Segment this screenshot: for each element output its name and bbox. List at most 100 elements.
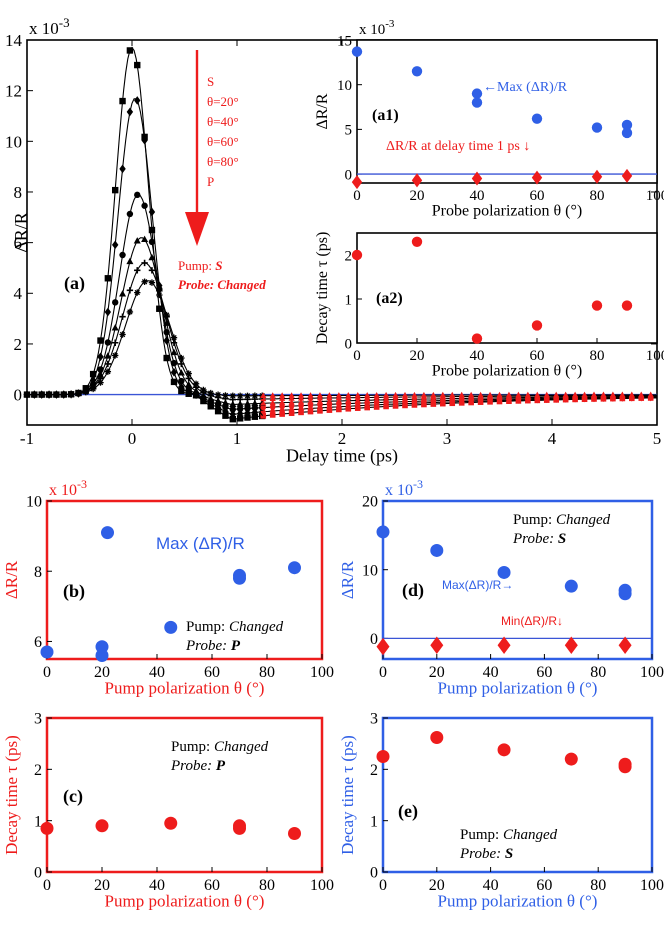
marker-a-5 xyxy=(97,379,104,386)
polarization-label: P xyxy=(207,174,214,189)
marker-red-a-3 xyxy=(288,398,295,405)
marker-red-a-5 xyxy=(449,391,456,398)
marker-a-2 xyxy=(236,405,244,413)
y-tick-label-a2: 2 xyxy=(345,248,353,264)
marker-red-a-3 xyxy=(345,397,352,403)
marker-red-a-1 xyxy=(269,407,276,415)
marker-a-3 xyxy=(243,400,252,407)
marker-a-5 xyxy=(207,389,214,397)
marker-red-a-5 xyxy=(647,391,654,398)
annotation-max-a1: ←Max (ΔR)/R xyxy=(483,80,568,95)
annotation-probe-key: Probe: xyxy=(512,531,558,547)
marker-red-a-3 xyxy=(354,397,361,403)
marker-red-a-5 xyxy=(619,391,626,398)
data-point-b xyxy=(233,568,246,582)
marker-a-5 xyxy=(38,391,45,398)
marker-a-2 xyxy=(119,251,126,259)
x-tick-label-d: 20 xyxy=(429,664,445,681)
exponent-label-d: x 10-3 xyxy=(385,477,423,499)
x-tick-label-e: 60 xyxy=(536,877,552,894)
marker-a-1 xyxy=(126,107,134,117)
marker-a-0 xyxy=(236,415,244,422)
data-point-c xyxy=(40,821,54,835)
polarization-label: θ=80° xyxy=(207,154,239,169)
marker-red-a-0 xyxy=(260,413,267,419)
marker-a-5 xyxy=(236,392,244,399)
y-tick-label-a1: 0 xyxy=(345,167,353,183)
x-tick-label-a: 5 xyxy=(653,429,662,448)
marker-a-3 xyxy=(229,400,237,408)
plot-frame-a1 xyxy=(356,39,658,184)
arrow-head xyxy=(185,212,209,246)
marker-red-a-3 xyxy=(335,397,342,404)
marker-a-4 xyxy=(141,259,148,267)
panel-a1: 0 20 40 60 80 100 0 5 10 15 Probe polarization θ (… xyxy=(314,18,664,219)
data-point-d xyxy=(430,636,444,655)
panel-a2: 0 20 40 60 80 100 0 1 2 Probe polarization θ (°) D… xyxy=(314,232,664,380)
marker-a-3 xyxy=(192,387,200,394)
marker-a-0 xyxy=(97,337,104,344)
marker-red-a-2 xyxy=(288,403,295,409)
marker-red-a-5 xyxy=(316,392,324,398)
marker-red-a-5 xyxy=(430,391,437,398)
marker-red-a-5 xyxy=(496,391,503,398)
annotation-pump-d: Pump: Changed xyxy=(513,512,611,528)
panel-label-a: (a) xyxy=(64,273,85,294)
marker-a-5 xyxy=(112,352,119,359)
series-line-a-2 xyxy=(27,193,657,410)
data-point-e xyxy=(430,731,444,745)
marker-a-3 xyxy=(148,253,156,261)
annotation-probe-b: Probe: P xyxy=(185,638,241,654)
marker-a-3 xyxy=(177,369,185,376)
y-tick-label-a: 14 xyxy=(5,31,23,50)
marker-red-a-5 xyxy=(269,392,276,398)
marker-red-a-5 xyxy=(638,391,645,398)
marker-a-1 xyxy=(97,352,104,362)
annotation-probe-c: Probe: P xyxy=(170,758,226,774)
annotation-probe-a: Probe: Changed xyxy=(178,277,266,292)
x-tick-label-e: 0 xyxy=(379,877,387,894)
x-axis-label-a2: Probe polarization θ (°) xyxy=(432,362,582,379)
marker-a-2 xyxy=(170,359,178,367)
x-tick-label-a1: 20 xyxy=(410,188,425,204)
x-tick-label-c: 100 xyxy=(310,877,334,894)
marker-a-1 xyxy=(134,96,141,105)
x-tick-label-e: 100 xyxy=(640,877,664,894)
marker-red-a-0 xyxy=(269,412,276,418)
marker-a-5 xyxy=(214,391,222,398)
y-tick-label-a2: 1 xyxy=(345,292,353,308)
x-tick-label-c: 0 xyxy=(43,877,51,894)
marker-a-3 xyxy=(236,400,244,407)
marker-a-5 xyxy=(60,391,67,398)
x-tick-label-a: 4 xyxy=(548,429,557,448)
y-tick-label-c: 1 xyxy=(34,813,42,830)
data-point-d xyxy=(497,565,511,579)
x-axis-label-c: Pump polarization θ (°) xyxy=(105,891,265,910)
data-point-a2 xyxy=(471,333,483,344)
marker-a-3 xyxy=(104,352,112,359)
marker-a-1 xyxy=(112,240,119,250)
exponent-power-a1: -3 xyxy=(385,18,395,30)
exponent-base-a: x 10 xyxy=(29,19,59,38)
marker-red-a-5 xyxy=(364,391,371,398)
marker-red-a-5 xyxy=(373,391,380,398)
marker-a-3 xyxy=(185,381,193,388)
marker-red-a-5 xyxy=(288,392,295,398)
x-tick-label-c: 80 xyxy=(259,877,275,894)
y-axis-label-d: ΔR/R xyxy=(338,560,357,599)
marker-a-5 xyxy=(89,385,97,393)
x-tick-label-e: 20 xyxy=(429,877,445,894)
annotation-min-a1: ΔR/R at delay time 1 ps ↓ xyxy=(386,139,530,154)
marker-red-a-2 xyxy=(269,404,276,410)
marker-red-a-2 xyxy=(279,403,285,410)
polarization-label: θ=60° xyxy=(207,134,239,149)
marker-a-5 xyxy=(67,391,75,398)
y-axis-label-a: ΔR/R xyxy=(11,212,31,253)
marker-red-a-5 xyxy=(477,391,484,398)
data-point-a1 xyxy=(621,119,633,131)
marker-red-a-5 xyxy=(401,391,409,398)
inset-bg-a1 xyxy=(357,40,657,183)
marker-a-5 xyxy=(134,289,141,296)
marker-red-a-3 xyxy=(316,398,324,404)
annotation-pump-value: Changed xyxy=(556,512,611,528)
